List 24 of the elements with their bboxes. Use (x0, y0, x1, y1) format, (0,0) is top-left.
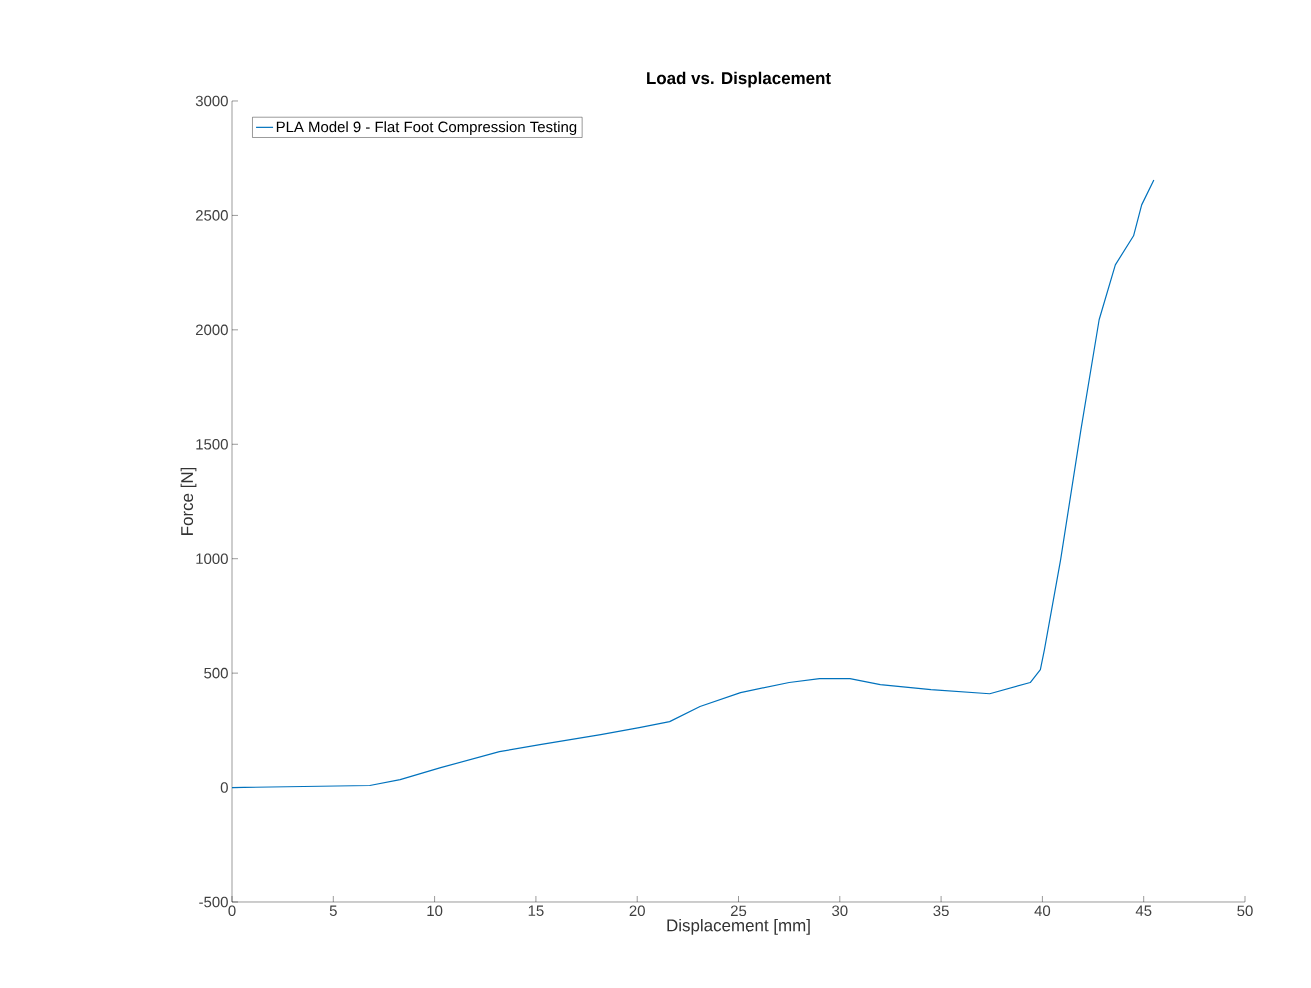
chart-title: Load vs. Displacement (647, 71, 831, 88)
y-tick-label: 1500 (196, 438, 228, 450)
y-tick-label: 2000 (195, 324, 228, 336)
x-tick-label: 30 (832, 905, 848, 917)
y-tick-label: -500 (199, 896, 228, 908)
x-tick-label: 45 (1135, 905, 1152, 916)
y-tick-label: 3000 (195, 95, 228, 107)
line-series (232, 179, 1155, 789)
x-tick-label: 40 (1034, 905, 1051, 917)
y-axis-title: Force [N] (180, 467, 197, 535)
x-tick-label: 25 (730, 905, 747, 917)
x-tick-label: 20 (629, 905, 645, 917)
y-tick-label: 2500 (195, 210, 228, 221)
x-tick-label: 5 (329, 905, 337, 916)
x-axis-title: Displacement [mm] (667, 918, 810, 935)
x-tick-label: 15 (528, 905, 544, 916)
y-tick-label: 1000 (196, 553, 228, 564)
x-tick-label: 0 (228, 905, 236, 917)
x-tick-label: 10 (427, 905, 443, 917)
legend-label: PLA Model 9 - Flat Foot Compression Testing (276, 121, 577, 136)
x-tick-label: 35 (933, 905, 949, 917)
y-tick-label: 500 (204, 667, 228, 679)
y-tick-label: 0 (220, 782, 228, 793)
x-tick-label: 50 (1237, 905, 1253, 917)
